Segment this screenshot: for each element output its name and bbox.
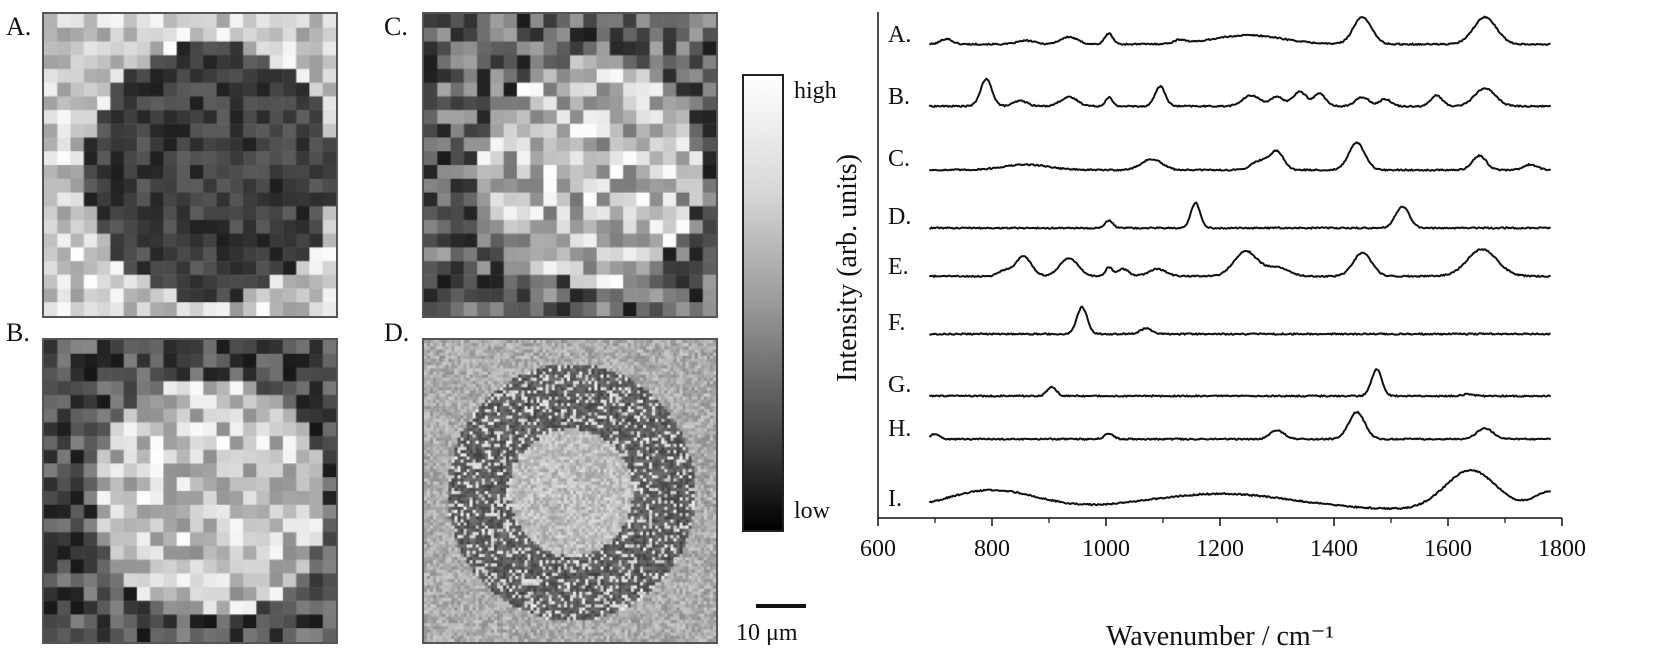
- map-a-label: A.: [6, 12, 32, 41]
- x-tick-label: 600: [860, 536, 896, 562]
- scale-bar-label: 10 μm: [736, 620, 798, 646]
- scale-bar: [756, 604, 806, 608]
- series-label: G.: [888, 372, 911, 398]
- raman-map-b: [42, 338, 338, 644]
- colorbar-low-label: low: [794, 498, 830, 524]
- series-label: C.: [888, 146, 910, 172]
- map-d-label: D.: [384, 318, 410, 347]
- colorbar-high-label: high: [794, 78, 837, 104]
- spectrum-line: [928, 77, 1552, 108]
- spectrum-line: [929, 141, 1552, 172]
- map-c-label: C.: [384, 12, 408, 41]
- x-tick-label: 1800: [1538, 536, 1586, 562]
- series-label: A.: [888, 22, 911, 48]
- spectrum-line: [928, 410, 1552, 441]
- spectrum-line: [929, 201, 1552, 230]
- intensity-colorbar: [742, 74, 784, 532]
- map-b-label: B.: [6, 318, 30, 347]
- x-tick-label: 1600: [1424, 536, 1472, 562]
- series-label: F.: [888, 310, 905, 336]
- x-axis-label: Wavenumber / cm⁻¹: [1106, 621, 1334, 652]
- spectrum-line: [928, 368, 1552, 398]
- spectrum-line: [928, 468, 1552, 511]
- x-tick-label: 1000: [1082, 536, 1130, 562]
- x-tick-label: 1200: [1196, 536, 1244, 562]
- x-tick-label: 1400: [1310, 536, 1358, 562]
- series-label: H.: [888, 416, 911, 442]
- spectrum-line: [928, 248, 1551, 278]
- series-label: E.: [888, 254, 909, 280]
- series-label: D.: [888, 204, 911, 230]
- series-label: B.: [888, 84, 910, 110]
- y-axis-label: Intensity (arb. units): [832, 154, 863, 382]
- spectrum-line: [929, 305, 1551, 336]
- raman-map-d: [422, 338, 718, 644]
- series-label: I.: [888, 486, 902, 512]
- spectrum-line: [929, 15, 1551, 46]
- raman-map-c: [422, 12, 718, 318]
- raman-map-a: [42, 12, 338, 318]
- x-tick-label: 800: [974, 536, 1010, 562]
